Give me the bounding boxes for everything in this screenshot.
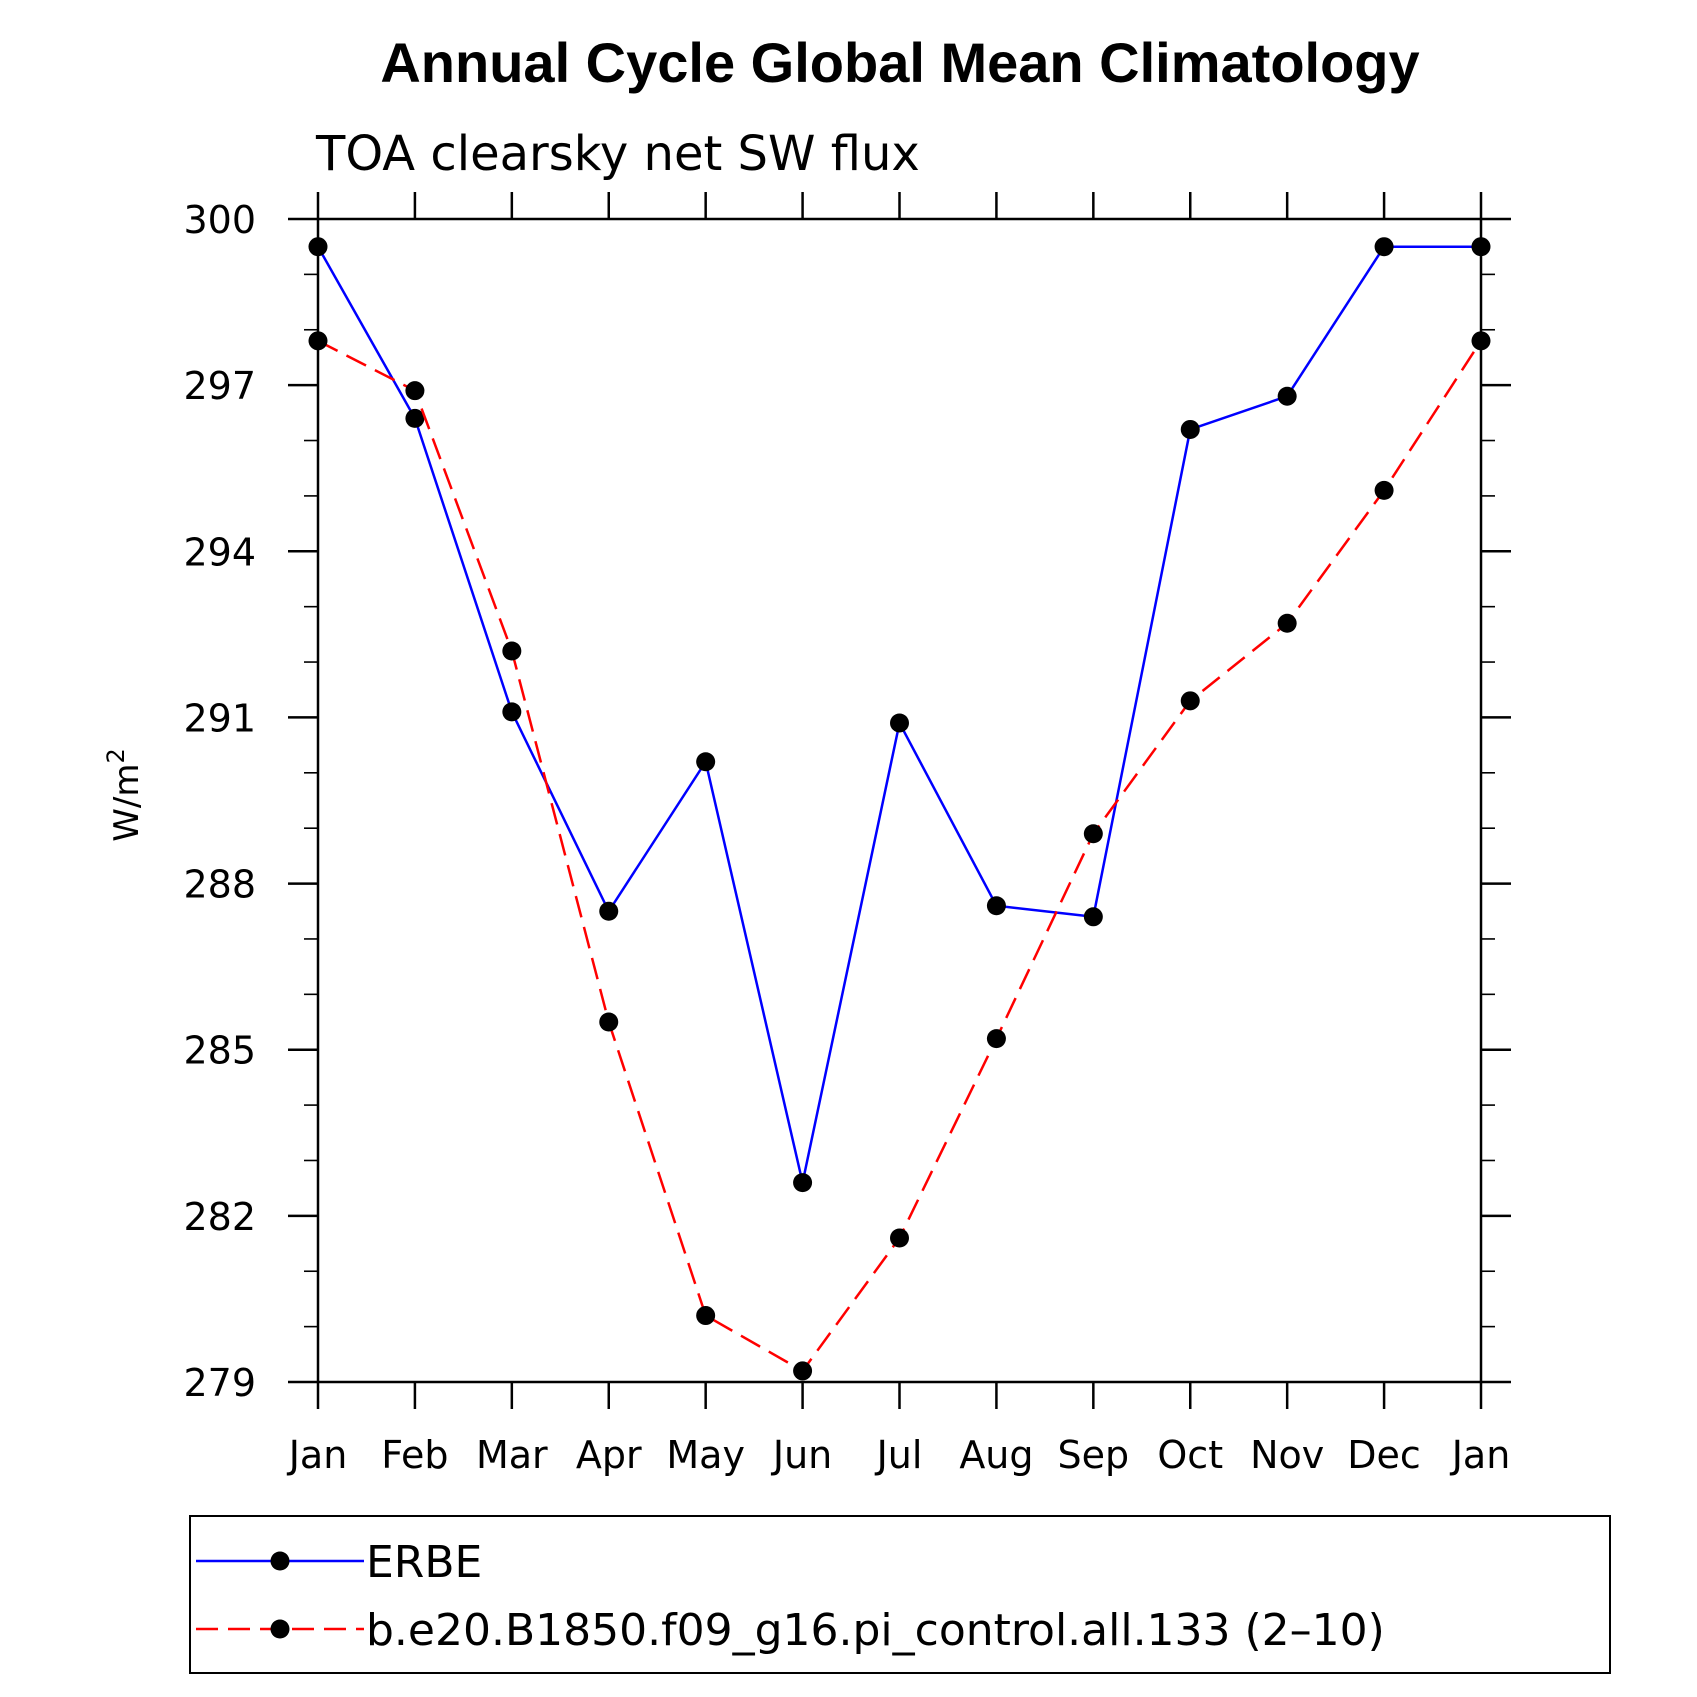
x-tick-label: Jan bbox=[1450, 1433, 1511, 1477]
x-tick-label: Nov bbox=[1250, 1433, 1324, 1477]
y-tick-label: 297 bbox=[183, 364, 256, 408]
y-tick-label: 294 bbox=[183, 530, 256, 574]
data-point bbox=[890, 713, 909, 733]
data-point bbox=[405, 381, 425, 401]
chart-subtitle: TOA clearsky net SW flux bbox=[315, 126, 920, 182]
data-point bbox=[986, 896, 1006, 916]
series-layer bbox=[308, 237, 1491, 1381]
y-tick-label: 279 bbox=[183, 1361, 256, 1405]
data-point bbox=[696, 1306, 716, 1326]
data-point bbox=[1374, 237, 1394, 257]
x-tick-label: Dec bbox=[1347, 1433, 1421, 1477]
data-point bbox=[502, 641, 522, 661]
data-point bbox=[308, 237, 328, 257]
data-point bbox=[1083, 907, 1103, 927]
data-point bbox=[1180, 419, 1200, 439]
legend-box bbox=[189, 1515, 1611, 1674]
data-point bbox=[986, 1029, 1006, 1049]
y-axis-label-text: W/m bbox=[107, 764, 147, 842]
plot-frame bbox=[316, 217, 1483, 1384]
x-tick-label: Apr bbox=[576, 1433, 642, 1477]
data-point bbox=[1374, 480, 1394, 500]
data-point bbox=[793, 1173, 813, 1193]
x-tick-label: May bbox=[666, 1433, 745, 1477]
y-tick-label: 285 bbox=[183, 1029, 256, 1073]
data-point bbox=[1471, 331, 1491, 351]
data-point bbox=[502, 702, 522, 722]
legend: ERBE b.e20.B1850.f09_g16.pi_control.all.1… bbox=[189, 1515, 1611, 1674]
x-tick-label: Aug bbox=[959, 1433, 1033, 1477]
data-point bbox=[599, 1012, 619, 1032]
y-tick-label: 300 bbox=[183, 198, 256, 242]
chart-title: Annual Cycle Global Mean Climatology bbox=[380, 31, 1419, 94]
x-tick-label: Jun bbox=[771, 1433, 832, 1477]
data-point bbox=[599, 901, 619, 921]
x-tick-label: Feb bbox=[381, 1433, 448, 1477]
data-point bbox=[1471, 237, 1491, 257]
data-point bbox=[696, 752, 716, 772]
y-tick-label: 282 bbox=[183, 1195, 256, 1239]
data-point bbox=[308, 331, 328, 351]
y-tick-label: 291 bbox=[183, 696, 256, 740]
y-axis-label-superscript: 2 bbox=[102, 748, 130, 763]
x-tick-label: Sep bbox=[1058, 1433, 1130, 1477]
x-tick-label: Mar bbox=[476, 1433, 548, 1477]
y-tick-label: 288 bbox=[183, 863, 256, 907]
legend-marker bbox=[270, 1551, 290, 1571]
legend-label: ERBE bbox=[366, 1537, 482, 1588]
data-point bbox=[1083, 824, 1103, 844]
y-axis-label: W/m2 bbox=[102, 748, 147, 841]
data-point bbox=[1277, 386, 1297, 406]
data-point bbox=[890, 1228, 909, 1248]
legend-marker bbox=[270, 1619, 290, 1639]
series-line bbox=[317, 339, 1483, 1373]
data-point bbox=[405, 408, 425, 428]
x-tick-label: Jul bbox=[875, 1433, 923, 1477]
x-tick-label: Oct bbox=[1157, 1433, 1223, 1477]
data-point bbox=[1180, 691, 1200, 711]
svg-text:W/m2: W/m2 bbox=[102, 748, 147, 841]
legend-label: b.e20.B1850.f09_g16.pi_control.all.133 (… bbox=[366, 1605, 1385, 1656]
axes: Jan Feb Mar Apr May Jun Jul Aug Sep Oct Nov Dec Jan 2… bbox=[183, 192, 1511, 1477]
data-point bbox=[1277, 613, 1297, 633]
data-point bbox=[793, 1361, 813, 1381]
x-tick-label: Jan bbox=[287, 1433, 348, 1477]
